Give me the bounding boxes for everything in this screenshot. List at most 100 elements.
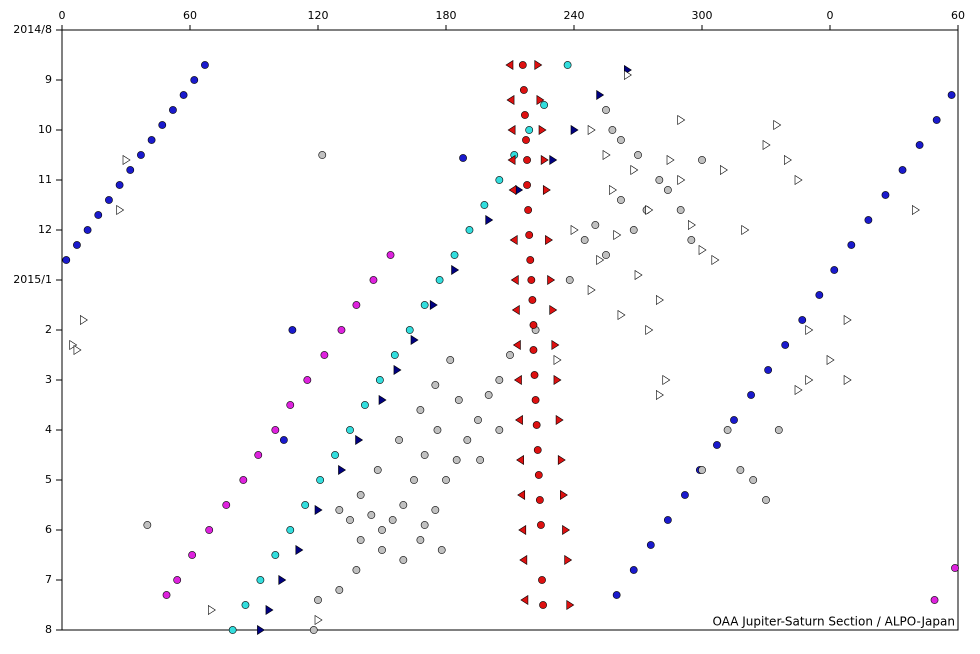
point: [553, 374, 562, 386]
point: [596, 89, 605, 101]
point: [416, 536, 425, 544]
point: [356, 536, 365, 544]
point: [774, 426, 783, 434]
point: [361, 401, 369, 409]
point: [698, 466, 706, 474]
point: [80, 314, 88, 326]
point: [711, 254, 720, 266]
point: [515, 414, 523, 426]
point: [320, 351, 329, 359]
point: [723, 426, 732, 434]
point: [547, 274, 556, 286]
point: [378, 394, 387, 406]
point: [563, 61, 572, 69]
point: [476, 456, 485, 464]
y-tick-label: 2014/8: [13, 23, 52, 36]
point: [303, 376, 312, 384]
point: [257, 624, 265, 636]
point: [416, 406, 425, 414]
y-tick-label: 5: [45, 473, 52, 486]
point: [570, 124, 579, 136]
point: [798, 316, 807, 324]
point: [521, 111, 529, 119]
point: [538, 576, 546, 584]
x-tick-label: 180: [436, 9, 457, 22]
y-tick-label: 2015/1: [13, 273, 52, 286]
point: [508, 184, 517, 196]
point: [932, 116, 941, 124]
point: [930, 596, 939, 604]
point: [747, 391, 755, 399]
point: [524, 206, 533, 214]
point: [676, 206, 685, 214]
point: [523, 181, 531, 189]
point: [681, 491, 689, 499]
point: [525, 231, 534, 239]
point: [420, 301, 429, 309]
point: [698, 156, 706, 164]
point: [373, 466, 382, 474]
point: [105, 196, 113, 204]
point: [278, 574, 287, 586]
point: [62, 256, 71, 264]
point: [617, 309, 626, 321]
point: [395, 436, 403, 444]
point: [602, 149, 611, 161]
point: [420, 521, 429, 529]
point: [542, 184, 551, 196]
point: [617, 196, 625, 204]
point: [513, 374, 522, 386]
point: [256, 576, 265, 584]
point: [369, 276, 378, 284]
y-tick-label: 8: [45, 623, 52, 636]
point: [512, 339, 521, 351]
point: [562, 524, 571, 536]
point: [442, 476, 450, 484]
point: [698, 244, 707, 256]
point: [624, 69, 632, 81]
y-tick-label: 11: [38, 173, 52, 186]
point: [228, 626, 237, 634]
point: [805, 374, 814, 386]
point: [629, 226, 638, 234]
point: [663, 516, 672, 524]
point: [805, 324, 814, 336]
point: [122, 154, 131, 166]
point: [356, 491, 365, 499]
point: [540, 101, 549, 109]
point: [507, 154, 516, 166]
point: [355, 434, 364, 446]
point: [316, 476, 325, 484]
point: [509, 234, 518, 246]
point: [405, 326, 414, 334]
point: [551, 339, 560, 351]
point: [630, 164, 639, 176]
point: [773, 119, 782, 131]
plot-frame: [61, 29, 959, 631]
point: [555, 414, 564, 426]
point: [749, 476, 758, 484]
point: [83, 226, 92, 234]
point: [557, 454, 566, 466]
point: [208, 604, 216, 616]
point: [314, 596, 322, 604]
point: [495, 426, 504, 434]
point: [346, 426, 354, 434]
point: [815, 291, 824, 299]
point: [534, 471, 543, 479]
point: [410, 334, 419, 346]
point: [898, 166, 907, 174]
point: [116, 204, 125, 216]
point: [352, 566, 361, 574]
y-tick-label: 10: [38, 123, 52, 136]
point: [474, 416, 482, 424]
point: [435, 276, 444, 284]
point: [517, 489, 526, 501]
point: [602, 251, 610, 259]
point: [179, 91, 188, 99]
point: [286, 526, 295, 534]
point: [201, 61, 209, 69]
point: [162, 591, 171, 599]
point: [736, 466, 745, 474]
point: [519, 86, 528, 94]
